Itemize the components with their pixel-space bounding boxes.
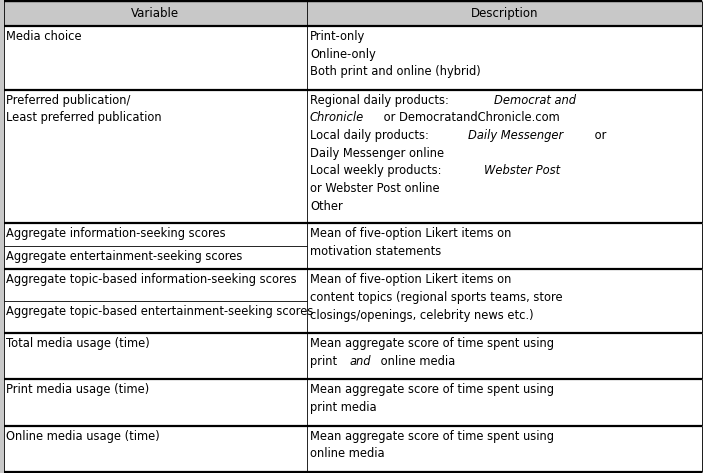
Bar (4, 270, 702, 333)
Text: Online media usage (time): Online media usage (time) (6, 429, 160, 443)
Text: Daily Messenger: Daily Messenger (468, 129, 563, 142)
Bar (4, 26, 702, 90)
Bar (4, 426, 702, 472)
Text: closings/openings, celebrity news etc.): closings/openings, celebrity news etc.) (310, 308, 534, 322)
Text: Variable: Variable (131, 7, 179, 20)
Text: Both print and online (hybrid): Both print and online (hybrid) (310, 65, 481, 79)
Text: print: print (310, 355, 341, 368)
Bar (4, 333, 702, 379)
Text: Mean of five-option Likert items on: Mean of five-option Likert items on (310, 227, 511, 240)
Text: Other: Other (310, 200, 343, 213)
Text: Mean aggregate score of time spent using: Mean aggregate score of time spent using (310, 383, 554, 396)
Text: Aggregate information-seeking scores: Aggregate information-seeking scores (6, 227, 226, 240)
Text: Online-only: Online-only (310, 48, 375, 61)
Bar (4, 223, 702, 270)
Text: Description: Description (470, 7, 538, 20)
Text: Mean aggregate score of time spent using: Mean aggregate score of time spent using (310, 429, 554, 443)
Text: motivation statements: motivation statements (310, 245, 441, 258)
Text: or Webster Post online: or Webster Post online (310, 182, 439, 195)
Text: Daily Messenger online: Daily Messenger online (310, 147, 444, 160)
Text: Mean aggregate score of time spent using: Mean aggregate score of time spent using (310, 337, 554, 350)
Text: Webster Post: Webster Post (484, 165, 560, 177)
Bar (4, 1, 702, 26)
Text: Local daily products:: Local daily products: (310, 129, 432, 142)
Text: and: and (349, 355, 371, 368)
Text: or: or (591, 129, 606, 142)
Text: online media: online media (310, 447, 385, 460)
Text: Local weekly products:: Local weekly products: (310, 165, 445, 177)
Text: Total media usage (time): Total media usage (time) (6, 337, 150, 350)
Text: or DemocratandChronicle.com: or DemocratandChronicle.com (380, 112, 560, 124)
Text: Aggregate topic-based information-seeking scores: Aggregate topic-based information-seekin… (6, 273, 297, 286)
Text: Print-only: Print-only (310, 30, 366, 43)
Text: Regional daily products:: Regional daily products: (310, 94, 453, 107)
Bar (4, 379, 702, 426)
Text: Mean of five-option Likert items on: Mean of five-option Likert items on (310, 273, 511, 286)
Text: Chronicle: Chronicle (310, 112, 364, 124)
Text: Least preferred publication: Least preferred publication (6, 112, 162, 124)
Text: Aggregate topic-based entertainment-seeking scores: Aggregate topic-based entertainment-seek… (6, 305, 314, 318)
Text: Media choice: Media choice (6, 30, 82, 43)
Text: content topics (regional sports teams, store: content topics (regional sports teams, s… (310, 291, 562, 304)
Text: online media: online media (378, 355, 456, 368)
Text: Democrat and: Democrat and (494, 94, 576, 107)
Bar (4, 90, 702, 223)
Text: print media: print media (310, 401, 377, 414)
Text: Print media usage (time): Print media usage (time) (6, 383, 150, 396)
Text: Preferred publication/: Preferred publication/ (6, 94, 131, 107)
Text: Aggregate entertainment-seeking scores: Aggregate entertainment-seeking scores (6, 250, 243, 263)
